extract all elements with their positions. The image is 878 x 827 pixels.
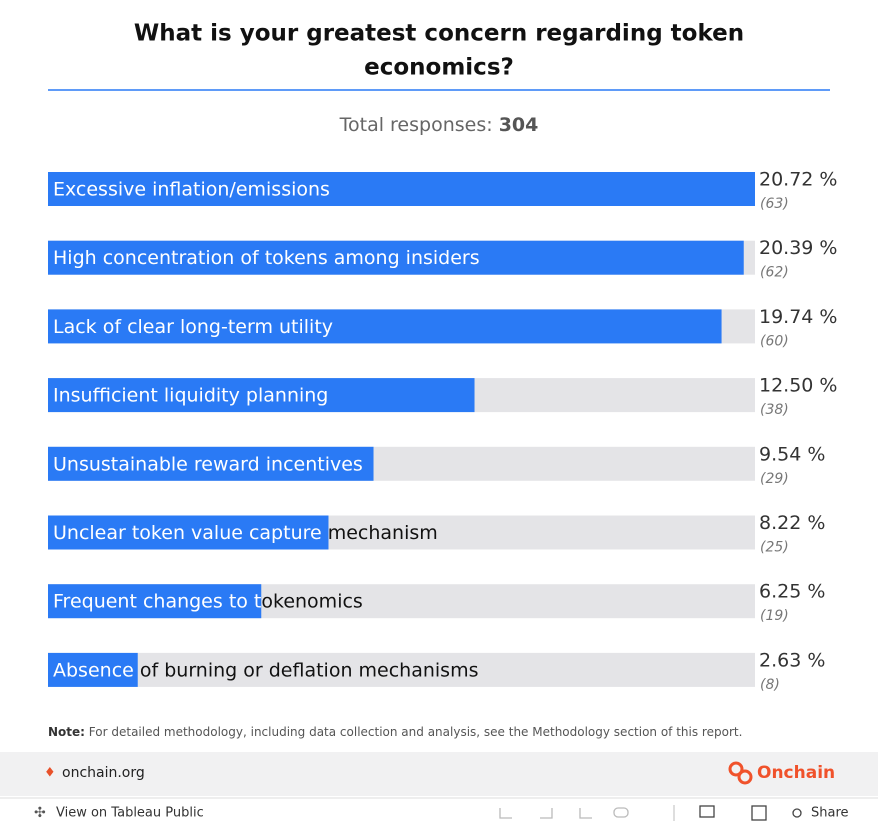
bar-label: Frequent changes to tokenomics — [53, 591, 363, 613]
view-link[interactable]: View on Tableau Public — [56, 806, 204, 821]
chart-title: What is your greatest concern regarding … — [134, 21, 744, 47]
bar — [48, 652, 138, 687]
footer-brand: Onchain — [757, 763, 835, 783]
count-label: (38) — [760, 402, 789, 418]
note-text: For detailed methodology, including data… — [89, 725, 743, 739]
value-label: 2.63 % — [759, 649, 825, 671]
share-icon[interactable] — [792, 808, 802, 818]
brand-logo — [737, 769, 753, 785]
count-label: (29) — [760, 471, 789, 487]
bar-label: Insufficient liquidity planning — [53, 385, 328, 407]
count-label: (19) — [760, 608, 789, 624]
bar-label: Unclear token value capture mechanism — [53, 522, 438, 544]
count-label: (63) — [760, 196, 789, 212]
bar-label: Absence of burning or deflation mechanis… — [53, 659, 479, 681]
subtitle: Total responses: 304 — [339, 114, 539, 136]
bar — [48, 172, 755, 206]
bar — [48, 446, 374, 481]
bar-label: Frequent changes to tokenomics — [53, 591, 363, 613]
note: Note: For detailed methodology, includin… — [48, 725, 742, 739]
note-label: Note: — [48, 725, 85, 739]
flame-icon: ♦ — [44, 766, 56, 781]
value-label: 6.25 % — [759, 581, 825, 603]
chart-title: economics? — [364, 55, 514, 81]
value-label: 20.39 % — [759, 237, 838, 259]
bar-label: Absence of burning or deflation mechanis… — [53, 659, 479, 681]
bar — [48, 515, 329, 550]
value-label: 9.54 % — [759, 443, 825, 465]
brand-logo — [728, 761, 744, 777]
count-label: (62) — [760, 265, 789, 281]
bar-label: Lack of clear long-term utility — [53, 316, 333, 338]
count-label: (25) — [760, 540, 789, 556]
bar — [48, 240, 744, 275]
refresh-icon[interactable] — [613, 807, 629, 818]
bar-label: High concentration of tokens among insid… — [53, 247, 480, 269]
bar-label: Excessive inflation/emissions — [53, 179, 330, 201]
footer-site[interactable]: onchain.org — [62, 765, 145, 781]
value-label: 20.72 % — [759, 169, 838, 191]
bar — [48, 378, 475, 413]
bars: Excessive inflation/emissionsExcessive i… — [48, 169, 838, 693]
toolbar-icons — [499, 805, 802, 821]
bar-label: Unclear token value capture mechanism — [53, 522, 438, 544]
undo-icon[interactable] — [499, 808, 512, 819]
count-label: (8) — [760, 677, 780, 693]
bar — [48, 309, 722, 344]
subtitle-label: Total responses: — [339, 114, 493, 136]
bar-label: Unsustainable reward incentives — [53, 453, 363, 475]
total-responses: 304 — [499, 114, 539, 136]
revert-icon[interactable] — [579, 808, 592, 819]
value-label: 12.50 % — [759, 375, 838, 397]
bar-track — [48, 652, 755, 687]
value-label: 8.22 % — [759, 512, 825, 534]
share-button[interactable]: Share — [811, 806, 849, 821]
fullscreen-icon[interactable] — [751, 805, 767, 821]
bar — [48, 584, 262, 619]
redo-icon[interactable] — [540, 808, 553, 819]
tableau-icon: ✣ — [34, 805, 46, 821]
value-label: 19.74 % — [759, 306, 838, 328]
download-icon[interactable] — [699, 805, 715, 818]
count-label: (60) — [760, 333, 789, 349]
